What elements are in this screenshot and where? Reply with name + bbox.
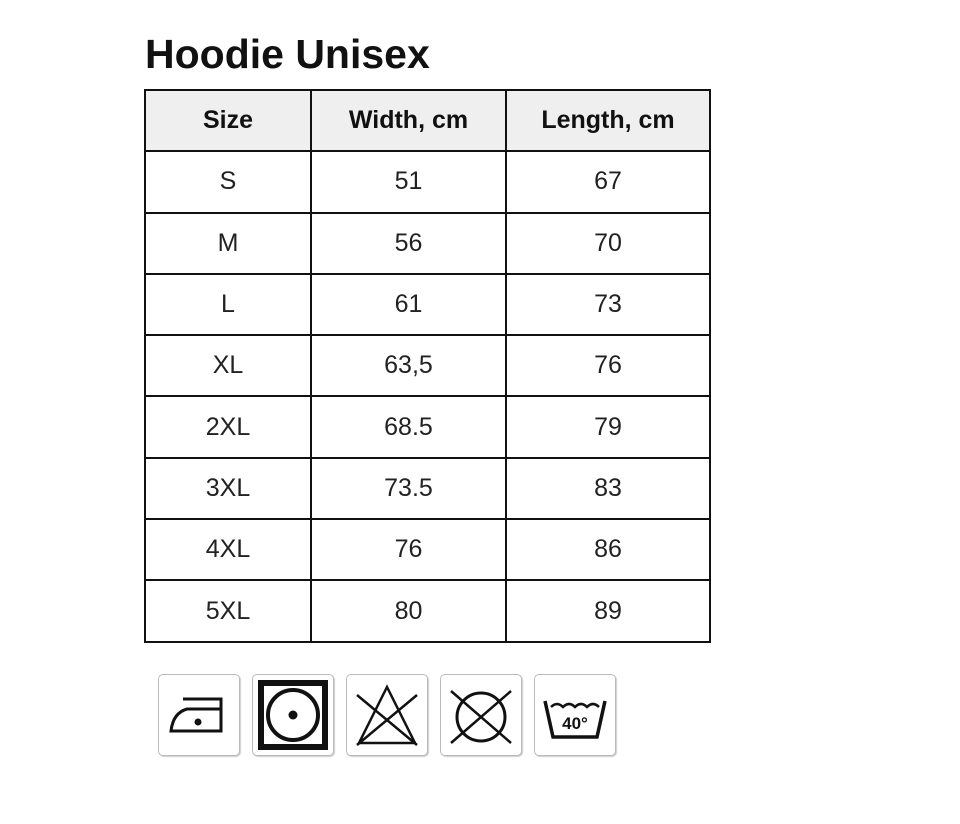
cell-size: 3XL <box>144 456 312 521</box>
table-row: 5XL 80 89 <box>144 579 711 643</box>
cell-size: M <box>144 211 312 275</box>
cell-size: 2XL <box>144 395 312 459</box>
cell-width: 61 <box>310 272 507 337</box>
cell-size: 4XL <box>144 518 312 582</box>
do-not-dry-clean-icon <box>440 674 522 756</box>
size-table: Size Width, cm Length, cm S 51 67 M 56 70 L 61 7… <box>144 88 711 643</box>
table-row: XL 63,5 76 <box>144 334 711 398</box>
cell-size: 5XL <box>144 579 312 643</box>
wash-temperature-label: 40° <box>562 714 588 733</box>
header-size: Size <box>144 88 312 153</box>
cell-width: 51 <box>310 150 507 214</box>
cell-length: 86 <box>505 518 711 582</box>
iron-low-heat-icon <box>158 674 240 756</box>
cell-width: 76 <box>310 518 507 582</box>
table-row: 3XL 73.5 83 <box>144 456 711 521</box>
table-row: 2XL 68.5 79 <box>144 395 711 459</box>
page-title: Hoodie Unisex <box>145 31 430 77</box>
cell-length: 89 <box>505 579 711 643</box>
cell-size: S <box>144 150 312 214</box>
cell-width: 56 <box>310 211 507 275</box>
cell-width: 68.5 <box>310 395 507 459</box>
tumble-dry-low-icon <box>252 674 334 756</box>
table-row: S 51 67 <box>144 150 711 214</box>
wash-40-icon: 40° <box>534 674 616 756</box>
cell-length: 76 <box>505 334 711 398</box>
cell-length: 73 <box>505 272 711 337</box>
cell-length: 67 <box>505 150 711 214</box>
header-width: Width, cm <box>310 88 507 153</box>
care-icons: 40° <box>158 674 616 756</box>
table-row: M 56 70 <box>144 211 711 275</box>
cell-size: XL <box>144 334 312 398</box>
cell-length: 83 <box>505 456 711 521</box>
cell-length: 79 <box>505 395 711 459</box>
do-not-bleach-icon <box>346 674 428 756</box>
table-header-row: Size Width, cm Length, cm <box>144 88 711 153</box>
cell-width: 63,5 <box>310 334 507 398</box>
cell-size: L <box>144 272 312 337</box>
cell-width: 73.5 <box>310 456 507 521</box>
table-row: L 61 73 <box>144 272 711 337</box>
table-row: 4XL 76 86 <box>144 518 711 582</box>
cell-length: 70 <box>505 211 711 275</box>
header-length: Length, cm <box>505 88 711 153</box>
cell-width: 80 <box>310 579 507 643</box>
